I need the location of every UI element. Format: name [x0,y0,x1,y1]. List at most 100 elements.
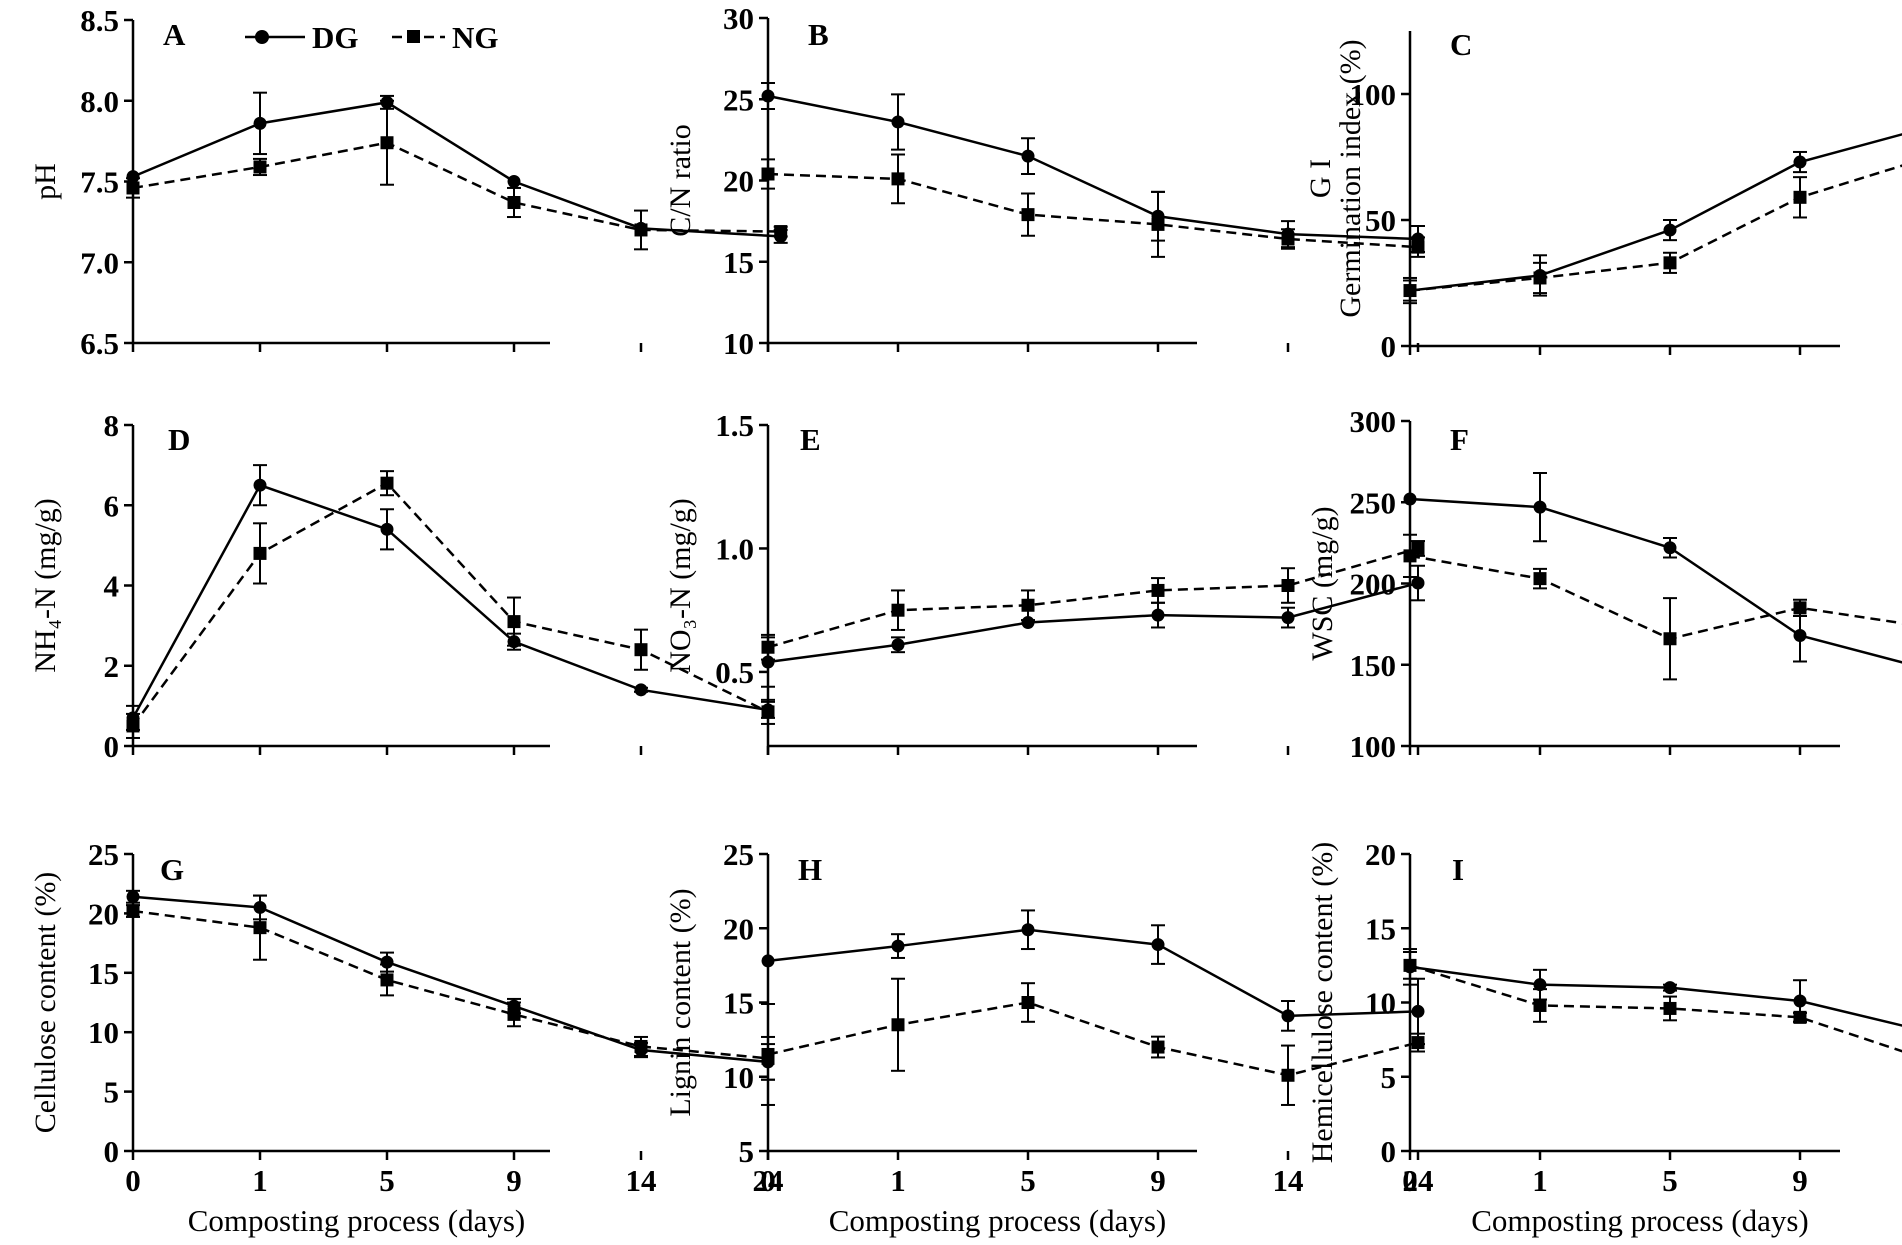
panel-g-y-axis-label: Cellulose content (%) [29,872,62,1134]
panel-g-x-tick-label: 14 [626,1163,657,1198]
panel-a: 6.5 7.0 7.5 8.0 8.5 pH A [29,3,788,361]
legend-dg-label: DG [312,20,359,55]
panel-e: 0.5 1.0 1.5 NO₃-N (mg/g) E [664,408,1425,755]
panel-g-x-axis-label: Composting process (days) [188,1203,526,1238]
panel-f-dg-point [1533,500,1547,514]
panel-h-ng-point [1151,1040,1165,1054]
panel-c-dg-point [1663,223,1677,237]
panel-i-ng-line [1409,964,1902,1053]
panel-a-dg-point [507,175,521,188]
panel-c-ng-point [1403,284,1417,298]
panel-b-y-tick-label: 20 [723,164,754,199]
panel-d-ng-point [507,615,521,629]
panel-e-label: E [800,422,821,457]
panel-i-ng-point [1793,1010,1807,1024]
panel-b-ng-line [767,172,1419,249]
panel-g-x-tick-label: 24 [753,1163,784,1198]
panel-h-x-tick-label: 14 [1273,1163,1304,1198]
panel-c-y-tick-label: 50 [1365,203,1396,238]
panel-h-dg-line [767,928,1419,1018]
panel-b-ng-point [1151,217,1165,231]
panel-f-y-axis-label: WSC (mg/g) [1306,506,1339,660]
panel-f-y-tick-label: 150 [1350,648,1397,683]
panel-i-dg-point [1533,978,1547,992]
panel-h-dg-point [1021,923,1035,937]
panel-f: 100 150 200 250 300 WSC (mg/g) F [1306,404,1902,764]
panel-h-dg-point [1151,938,1165,952]
panel-d-ng-point [253,546,267,560]
panel-i-y-tick-label: 20 [1365,837,1396,872]
panel-g-ng-point [253,921,267,935]
panel-c-label: C [1450,27,1472,62]
panel-a-label: A [163,17,186,52]
panel-h-ng-point [1411,1036,1425,1050]
panel-e-dg-line [767,581,1419,664]
panel-b-y-tick-label: 10 [723,326,754,361]
panel-c-dg-point [1793,155,1807,169]
panel-d-y-tick-label: 8 [104,408,120,443]
panel-g-y-tick-label: 25 [88,837,119,872]
panel-h-y-tick-label: 5 [739,1134,755,1169]
legend-dg-marker [255,30,269,44]
panel-b-y-axis-label: C/N ratio [664,124,697,237]
panel-d-dg-line [131,483,769,719]
panel-a-ng-point [126,181,140,195]
panel-h-x-tick-label: 9 [1150,1163,1166,1198]
panel-g-x-tick-label: 9 [506,1163,522,1198]
panel-h-x-axis-label: Composting process (days) [829,1203,1167,1238]
panel-a-ng-line [132,141,781,233]
panel-i-dg-point [1663,981,1677,995]
panel-e-dg-point [1281,611,1295,625]
panel-g-x-tick-label: 0 [125,1163,141,1198]
panel-d-y-axis-label: NH₄-N (mg/g) [29,498,62,673]
panel-i-dg-line [1409,965,1902,1027]
panel-i-y-axis-label: Hemicellulose content (%) [1306,842,1339,1164]
panel-f-ng-line [1409,554,1902,641]
panel-a-ng-point [253,160,267,174]
panel-f-dg-line [1409,497,1902,664]
panel-f-ng-point [1663,632,1677,646]
panel-f-label: F [1450,422,1469,457]
panel-h-ng-point [761,1047,775,1061]
panel-f-ng-point [1793,601,1807,615]
legend: DG NG [245,20,499,55]
panel-g-dg-point [126,890,140,904]
panel-c-y-axis-label-2: Germination index (%) [1334,39,1367,317]
panel-h-x-tick-label: 5 [1020,1163,1036,1198]
panel-a-dg-point [253,116,267,130]
panel-c-y-axis-label: G I [1304,159,1337,198]
panel-f-dg-point [1403,492,1417,506]
panel-b-dg-point [891,115,905,129]
panel-e-y-axis-label: NO₃-N (mg/g) [664,498,697,673]
panel-b-dg-line [767,94,1419,241]
panel-e-dg-point [1151,608,1165,622]
panel-g-x-tick-label: 5 [379,1163,395,1198]
panel-h-label: H [798,852,822,887]
panel-g-ng-point [634,1039,648,1053]
panel-a-ng-point [634,223,648,237]
panel-h-y-tick-label: 25 [723,837,754,872]
panel-i-y-tick-label: 0 [1381,1134,1397,1169]
panel-i-ng-point [1663,1001,1677,1015]
panel-i-y-tick-label: 15 [1365,911,1396,946]
panel-f-ng-point [1403,549,1417,563]
panel-h-y-axis-label: Lignin content (%) [664,888,697,1116]
panel-h-y-tick-label: 15 [723,986,754,1021]
panel-g-y-tick-label: 20 [88,896,119,931]
panel-a-ng-point [380,136,394,150]
panel-d-ng-line [131,481,769,727]
panel-a-y-tick-label: 8.0 [80,84,119,119]
panel-e-y-tick-label: 1.0 [715,531,754,566]
panel-c-ng-point [1663,256,1677,270]
panel-b: 10 15 20 25 30 C/N ratio B [664,1,1425,361]
panel-g-y-tick-label: 0 [104,1134,120,1169]
panel-e-ng-point [891,603,905,617]
panel-b-ng-point [1281,232,1295,246]
panel-i-x-tick-label: 0 [1402,1163,1418,1198]
panel-h-dg-point [891,939,905,953]
panel-b-label: B [808,17,829,52]
panel-f-dg-point [1663,541,1677,555]
